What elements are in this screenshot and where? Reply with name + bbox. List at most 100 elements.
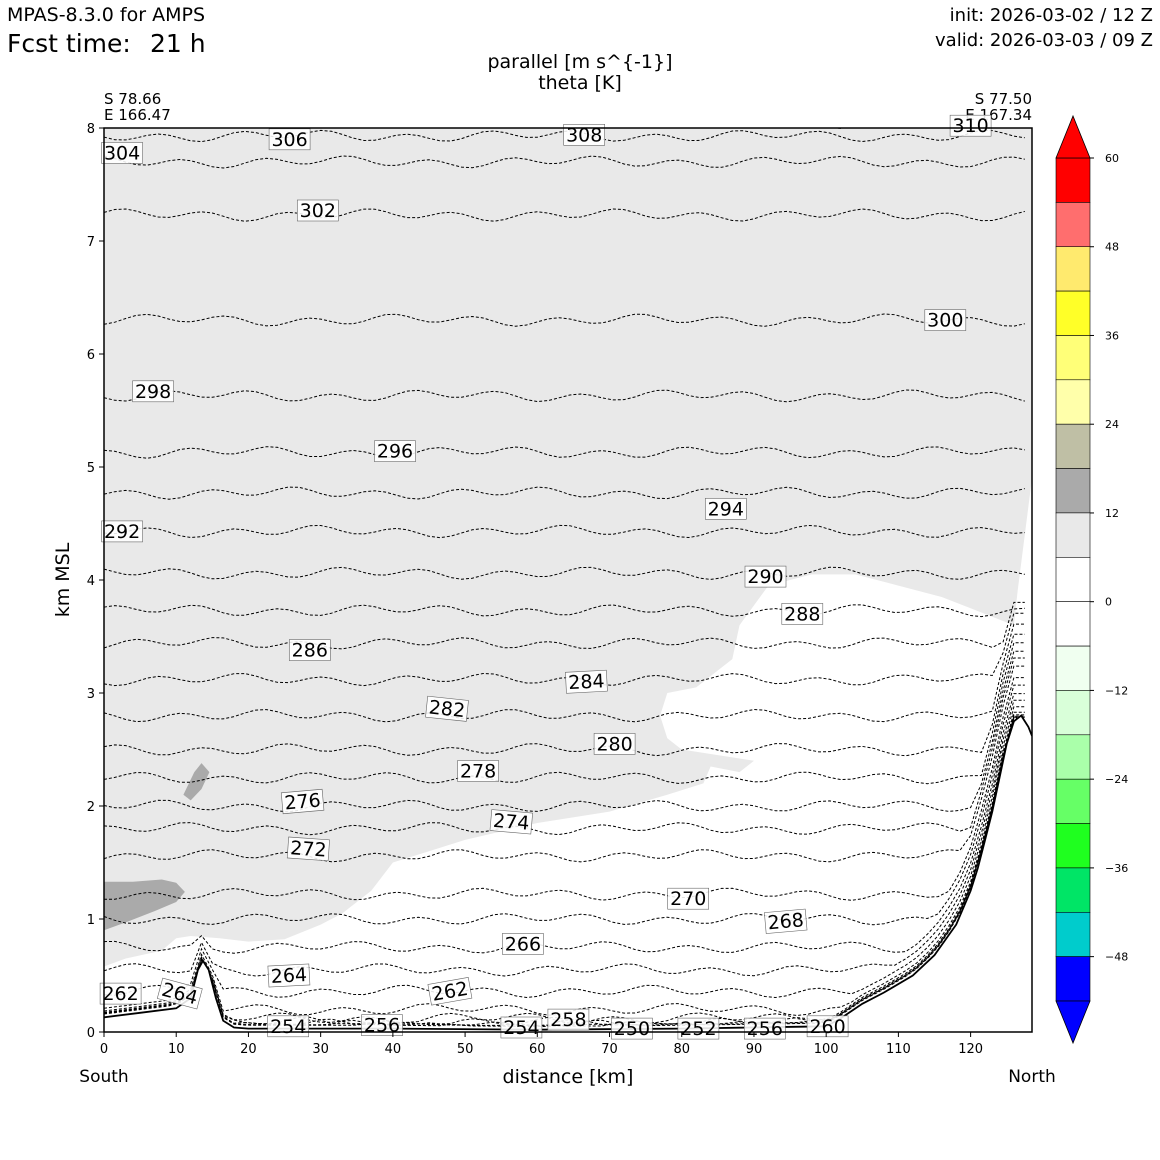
colorbar-bin-8 bbox=[1055, 512, 1091, 558]
x-tick-label-80: 80 bbox=[673, 1042, 690, 1057]
theta-contour-284 bbox=[104, 612, 1025, 687]
contour-label-box-31 bbox=[611, 1017, 653, 1040]
contour-label-25: 262 bbox=[99, 982, 142, 1005]
contour-label-text-11: 288 bbox=[784, 603, 820, 625]
contour-label-32: 252 bbox=[677, 1017, 720, 1040]
contour-label-box-19 bbox=[286, 836, 330, 862]
contour-label-28: 256 bbox=[361, 1014, 403, 1037]
x-tick-label-50: 50 bbox=[457, 1042, 474, 1057]
contour-label-8: 294 bbox=[704, 497, 747, 520]
contour-label-text-15: 280 bbox=[596, 733, 632, 755]
contour-label-21: 268 bbox=[764, 908, 808, 934]
contour-label-box-1 bbox=[563, 124, 606, 146]
x-tick-label-90: 90 bbox=[746, 1042, 763, 1057]
x-tick-label-20: 20 bbox=[240, 1042, 257, 1057]
colorbar-bin-1 bbox=[1055, 202, 1091, 248]
x-tick-label-10: 10 bbox=[168, 1042, 185, 1057]
contour-label-text-14: 282 bbox=[428, 696, 466, 722]
y-tick-label-8: 8 bbox=[87, 122, 95, 137]
contour-label-text-20: 270 bbox=[670, 888, 706, 910]
contour-label-box-33 bbox=[743, 1017, 786, 1040]
colorbar-label-7: −24 bbox=[1105, 773, 1128, 786]
contour-label-19: 272 bbox=[286, 836, 330, 862]
contour-label-box-25 bbox=[99, 982, 142, 1005]
contour-label-box-8 bbox=[704, 497, 747, 520]
colorbar-bin-10 bbox=[1055, 601, 1091, 647]
contour-label-text-2: 306 bbox=[271, 129, 307, 151]
y-tick-label-6: 6 bbox=[87, 348, 95, 363]
contour-label-text-22: 266 bbox=[505, 933, 541, 955]
contour-label-text-29: 254 bbox=[270, 1016, 306, 1038]
contour-label-22: 266 bbox=[502, 933, 544, 955]
colorbar-bin-4 bbox=[1055, 335, 1091, 381]
theta-contour-274 bbox=[104, 657, 1025, 836]
contour-label-6: 298 bbox=[132, 380, 174, 403]
contour-label-15: 280 bbox=[593, 733, 636, 755]
contour-label-box-13 bbox=[565, 669, 608, 694]
colorbar-bin-12 bbox=[1055, 690, 1091, 736]
colorbar-label-9: −48 bbox=[1105, 951, 1128, 964]
y-tick-label-5: 5 bbox=[87, 461, 95, 476]
contour-label-box-16 bbox=[457, 760, 499, 782]
contour-label-text-26: 262 bbox=[430, 978, 470, 1006]
contour-label-11: 288 bbox=[781, 603, 824, 625]
end-direction-label: North bbox=[1008, 1067, 1056, 1087]
colorbar-under-arrow bbox=[1055, 1000, 1091, 1045]
contour-label-box-24 bbox=[156, 977, 203, 1010]
contour-label-text-30: 254 bbox=[503, 1017, 539, 1039]
contour-label-34: 260 bbox=[806, 1015, 849, 1038]
contour-label-box-17 bbox=[280, 788, 325, 815]
axes: 0 10 20 30 40 50 60 70 80 90 100 110 120 0 1 2 3 4 5 6 7 8 bbox=[87, 122, 983, 1057]
theta-contour-298 bbox=[104, 389, 1025, 403]
contour-label-27: 258 bbox=[547, 1008, 590, 1031]
contour-label-box-12 bbox=[288, 639, 331, 661]
contour-label-text-34: 260 bbox=[809, 1016, 845, 1038]
contour-label-text-27: 258 bbox=[550, 1009, 586, 1031]
contour-label-text-16: 278 bbox=[460, 761, 496, 783]
contour-label-box-3 bbox=[101, 142, 143, 164]
contour-label-17: 276 bbox=[280, 788, 325, 815]
contour-label-5: 300 bbox=[924, 309, 967, 332]
contour-label-box-5 bbox=[924, 309, 967, 331]
contour-label-16: 278 bbox=[457, 760, 499, 783]
theta-contour-296 bbox=[104, 446, 1025, 459]
contour-label-18: 274 bbox=[489, 809, 533, 835]
theta-contour-266 bbox=[104, 693, 1025, 954]
valid-time: valid: 2026-03-03 / 09 Z bbox=[935, 30, 1153, 51]
contour-label-text-33: 256 bbox=[747, 1018, 783, 1040]
colorbar-bin-7 bbox=[1055, 468, 1091, 514]
theta-contour-300 bbox=[104, 313, 1025, 327]
contour-label-4: 302 bbox=[296, 199, 339, 222]
contour-label-text-32: 252 bbox=[680, 1018, 716, 1040]
x-tick-label-60: 60 bbox=[529, 1042, 546, 1057]
theta-contour-286 bbox=[104, 601, 1025, 650]
contour-label-box-22 bbox=[502, 933, 544, 955]
x-tick-label-100: 100 bbox=[814, 1042, 839, 1057]
contour-label-text-23: 264 bbox=[270, 964, 307, 988]
colorbar-label-6: −12 bbox=[1105, 684, 1128, 697]
theta-contour-304 bbox=[104, 155, 1025, 169]
colorbar-bin-16 bbox=[1055, 867, 1091, 913]
contour-label-box-20 bbox=[667, 887, 710, 910]
y-tick-label-2: 2 bbox=[87, 800, 95, 815]
theta-contour-268 bbox=[104, 684, 1025, 926]
contour-label-9: 292 bbox=[101, 520, 143, 543]
colorbar-bin-0 bbox=[1055, 157, 1091, 203]
theta-contour-256 bbox=[104, 715, 1025, 1026]
colorbar-bin-3 bbox=[1055, 290, 1091, 336]
theta-contour-294 bbox=[104, 486, 1025, 500]
theta-contour-278 bbox=[104, 642, 1025, 785]
colorbar-label-0: 60 bbox=[1105, 152, 1119, 165]
x-tick-label-0: 0 bbox=[100, 1042, 108, 1057]
y-tick-label-4: 4 bbox=[87, 574, 95, 589]
contour-label-box-18 bbox=[489, 809, 533, 835]
contour-label-text-12: 286 bbox=[292, 640, 328, 662]
contour-label-text-1: 308 bbox=[566, 124, 602, 146]
contour-label-1: 308 bbox=[563, 124, 606, 146]
colorbar-bin-15 bbox=[1055, 823, 1091, 869]
contour-label-text-28: 256 bbox=[364, 1015, 400, 1037]
contour-label-text-8: 294 bbox=[708, 498, 744, 520]
x-tick-label-40: 40 bbox=[385, 1042, 402, 1057]
